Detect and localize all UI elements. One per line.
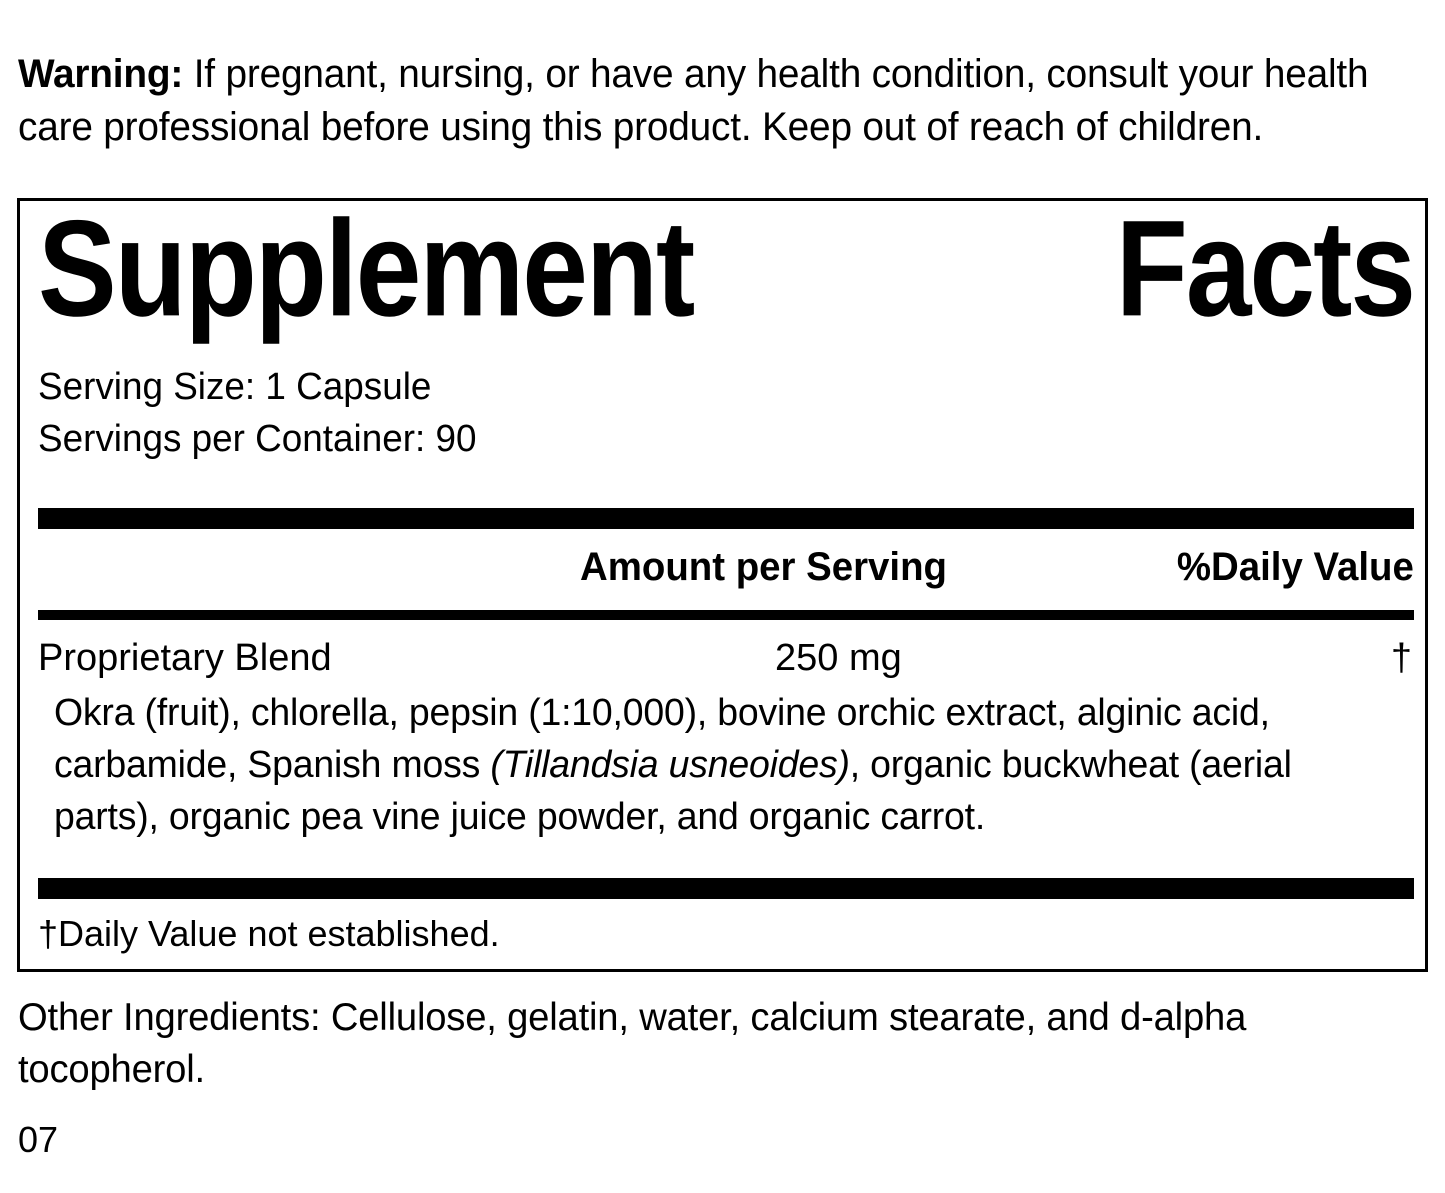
- supplement-facts-box: Supplement Facts Serving Size: 1 Capsule…: [17, 198, 1428, 972]
- serving-info: Serving Size: 1 Capsule Servings per Con…: [38, 361, 476, 465]
- supplement-facts-title: Supplement Facts: [38, 201, 1416, 338]
- table-row: Proprietary Blend 250 mg †: [38, 633, 1414, 685]
- blend-ingredients-prefix: Okra (fruit), chlorella, pepsin (1:10,00…: [54, 692, 1270, 786]
- column-header-daily-value: %Daily Value: [1177, 545, 1414, 589]
- rule-above-footnote: [38, 878, 1414, 899]
- column-header-amount-per-serving: Amount per Serving: [580, 545, 947, 589]
- blend-botanical-name: (Tillandsia usneoides): [490, 744, 850, 786]
- blend-ingredients-suffix: , organic buckwheat (aerial parts), orga…: [54, 744, 1292, 838]
- column-header-row: Amount per Serving %Daily Value: [38, 539, 1414, 599]
- row-amount-value: 250 mg: [775, 637, 902, 679]
- daily-value-footnote: †Daily Value not established.: [38, 913, 500, 954]
- title-word-facts: Facts: [1115, 192, 1416, 346]
- warning-label: Warning:: [18, 52, 184, 96]
- title-word-supplement: Supplement: [38, 192, 695, 346]
- rule-below-column-headers: [38, 610, 1414, 620]
- servings-per-container: Servings per Container: 90: [38, 418, 477, 460]
- warning-text: If pregnant, nursing, or have any health…: [18, 52, 1369, 149]
- other-ingredients-paragraph: Other Ingredients: Cellulose, gelatin, w…: [18, 996, 1247, 1091]
- rule-above-column-headers: [38, 508, 1414, 529]
- warning-paragraph: Warning: If pregnant, nursing, or have a…: [18, 48, 1376, 154]
- blend-ingredient-list: Okra (fruit), chlorella, pepsin (1:10,00…: [54, 687, 1392, 843]
- row-daily-value: †: [1390, 637, 1412, 679]
- serving-size: Serving Size: 1 Capsule: [38, 366, 432, 408]
- row-nutrient-name: Proprietary Blend: [38, 637, 332, 679]
- document-code: 07: [18, 1119, 59, 1160]
